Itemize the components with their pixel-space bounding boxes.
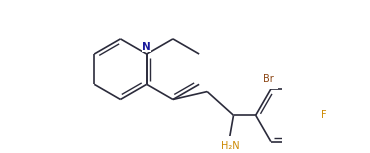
Text: Br: Br — [263, 74, 273, 84]
Text: N: N — [142, 42, 151, 52]
Text: F: F — [321, 110, 327, 120]
Text: H₂N: H₂N — [221, 141, 239, 151]
